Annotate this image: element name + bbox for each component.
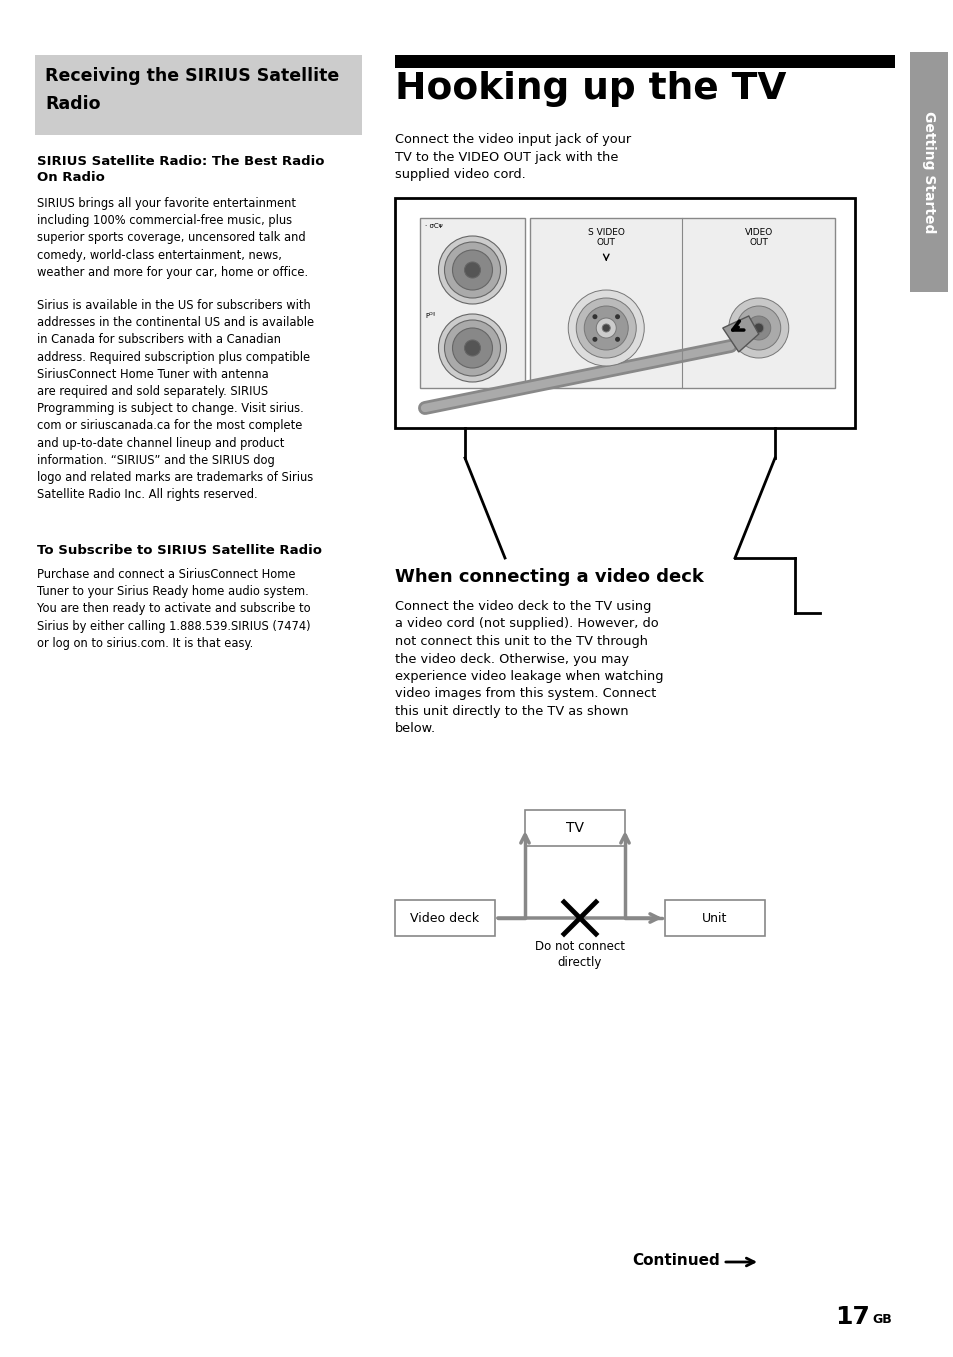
Text: Unit: Unit xyxy=(701,912,727,924)
Circle shape xyxy=(736,305,780,350)
Text: VIDEO
OUT: VIDEO OUT xyxy=(744,228,772,247)
Bar xyxy=(419,218,524,388)
Circle shape xyxy=(452,328,492,368)
Bar xyxy=(395,56,894,68)
Text: Connect the video input jack of your
TV to the VIDEO OUT jack with the
supplied : Connect the video input jack of your TV … xyxy=(395,133,631,180)
Text: Continued: Continued xyxy=(632,1253,720,1267)
Bar xyxy=(530,218,834,388)
Text: SIRIUS brings all your favorite entertainment
including 100% commercial-free mus: SIRIUS brings all your favorite entertai… xyxy=(37,197,308,278)
Circle shape xyxy=(592,315,597,319)
Text: Getting Started: Getting Started xyxy=(921,111,935,233)
Bar xyxy=(524,810,624,845)
Text: Video deck: Video deck xyxy=(410,912,479,924)
Text: Pᴼᴵᴶ: Pᴼᴵᴶ xyxy=(424,313,435,319)
Text: Connect the video deck to the TV using
a video cord (not supplied). However, do
: Connect the video deck to the TV using a… xyxy=(395,600,662,735)
Bar xyxy=(909,52,947,292)
Circle shape xyxy=(444,242,500,299)
Text: · σCᴪ: · σCᴪ xyxy=(424,223,442,229)
Circle shape xyxy=(615,315,619,319)
Circle shape xyxy=(583,305,628,350)
Circle shape xyxy=(438,313,506,383)
Text: Purchase and connect a SiriusConnect Home
Tuner to your Sirius Ready home audio : Purchase and connect a SiriusConnect Hom… xyxy=(37,569,311,650)
Text: TV: TV xyxy=(565,821,583,835)
Text: Hooking up the TV: Hooking up the TV xyxy=(395,71,785,107)
Text: S VIDEO
OUT: S VIDEO OUT xyxy=(587,228,624,247)
Text: SIRIUS Satellite Radio: The Best Radio
On Radio: SIRIUS Satellite Radio: The Best Radio O… xyxy=(37,155,324,185)
Circle shape xyxy=(596,318,616,338)
Bar xyxy=(35,56,361,134)
Bar xyxy=(395,900,495,936)
Text: Sirius is available in the US for subscribers with
addresses in the continental : Sirius is available in the US for subscr… xyxy=(37,299,314,501)
Circle shape xyxy=(728,299,788,358)
Text: GB: GB xyxy=(871,1314,891,1326)
Circle shape xyxy=(464,262,480,278)
Text: Receiving the SIRIUS Satellite: Receiving the SIRIUS Satellite xyxy=(45,66,339,85)
Circle shape xyxy=(601,324,610,332)
Text: When connecting a video deck: When connecting a video deck xyxy=(395,569,703,586)
Bar xyxy=(664,900,764,936)
Text: Do not connect
directly: Do not connect directly xyxy=(535,940,624,969)
Polygon shape xyxy=(722,316,758,351)
Text: Radio: Radio xyxy=(45,95,100,113)
Circle shape xyxy=(592,337,597,342)
Bar xyxy=(395,198,854,427)
Circle shape xyxy=(452,250,492,290)
Circle shape xyxy=(576,299,636,358)
Circle shape xyxy=(615,337,619,342)
Circle shape xyxy=(753,323,763,332)
Circle shape xyxy=(444,320,500,376)
Text: 17: 17 xyxy=(834,1305,869,1329)
Circle shape xyxy=(746,316,770,341)
Circle shape xyxy=(438,236,506,304)
Circle shape xyxy=(464,341,480,356)
Text: To Subscribe to SIRIUS Satellite Radio: To Subscribe to SIRIUS Satellite Radio xyxy=(37,544,322,556)
Circle shape xyxy=(568,290,643,366)
